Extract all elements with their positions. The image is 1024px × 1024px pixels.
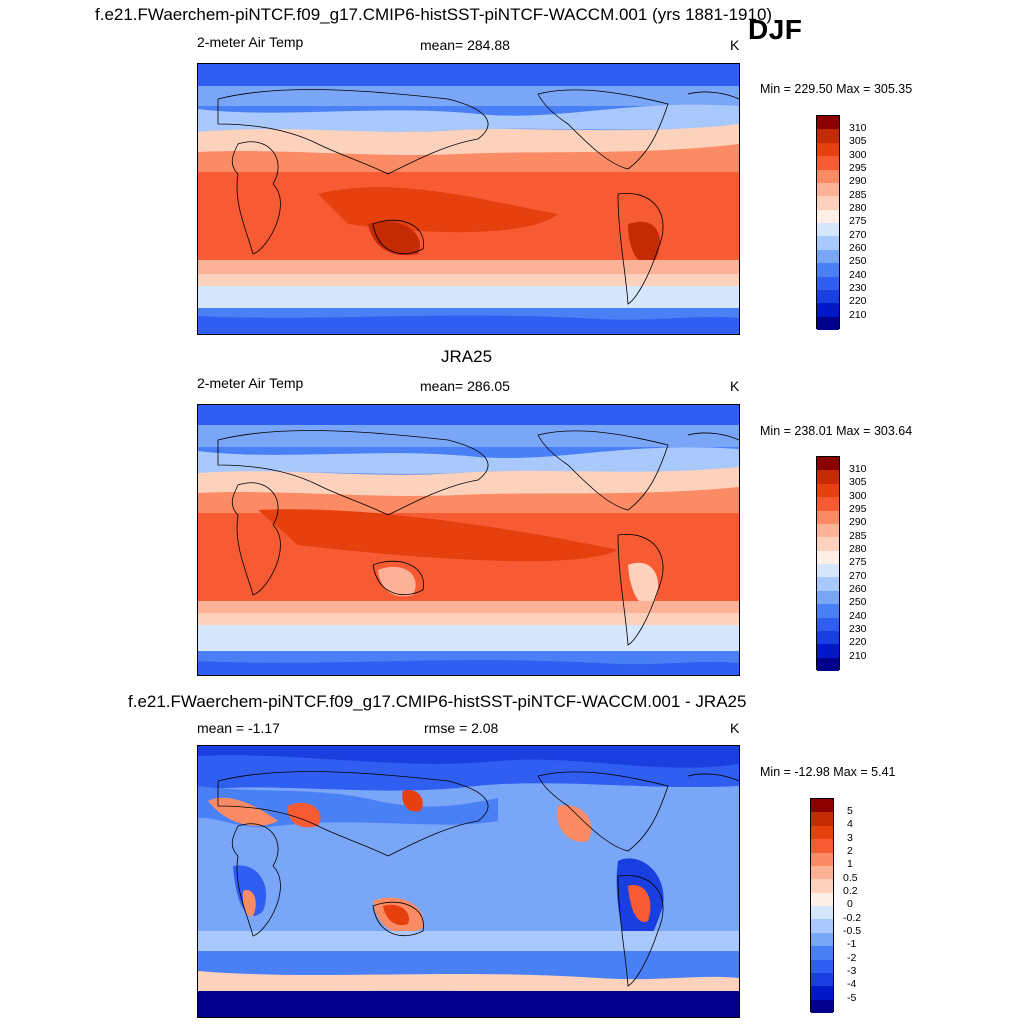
panel2-colorbar-label: 210 (849, 650, 867, 662)
panel3-colorbar-label: 4 (847, 818, 853, 830)
panel2-mean-label: mean= 286.05 (420, 378, 510, 394)
panel2-map (197, 404, 740, 676)
panel3-map-graphic (198, 746, 739, 1017)
panel3-colorbar-label: -4 (847, 978, 857, 990)
panel2-colorbar-label: 280 (849, 543, 867, 555)
panel2-colorbar-label: 295 (849, 503, 867, 515)
panel2-colorbar-label: 285 (849, 530, 867, 542)
panel3-mean-label: mean = -1.17 (197, 720, 280, 736)
panel1-colorbar-label: 300 (849, 149, 867, 161)
panel1-mean-label: mean= 284.88 (420, 37, 510, 53)
panel1-colorbar-label: 310 (849, 122, 867, 134)
panel1-map-graphic (198, 64, 739, 334)
panel1-colorbar-label: 250 (849, 255, 867, 267)
panel2-colorbar-label: 240 (849, 610, 867, 622)
panel1-colorbar-label: 305 (849, 135, 867, 147)
panel1-variable-label: 2-meter Air Temp (197, 34, 304, 50)
panel3-colorbar-label: -3 (847, 965, 857, 977)
panel2-colorbar-label: 275 (849, 556, 867, 568)
panel3-colorbar-label: -5 (847, 992, 857, 1004)
panel2-colorbar-label: 220 (849, 636, 867, 648)
panel3-colorbar-label: 0 (847, 898, 853, 910)
panel3-title: f.e21.FWaerchem-piNTCF.f09_g17.CMIP6-his… (128, 692, 747, 711)
panel2-colorbar-label: 300 (849, 490, 867, 502)
panel1-colorbar-label: 270 (849, 229, 867, 241)
panel2-variable-label: 2-meter Air Temp (197, 375, 304, 391)
panel3-colorbar-label: -0.5 (843, 925, 862, 937)
panel1-colorbar-label: 220 (849, 295, 867, 307)
panel3-colorbar-label: 2 (847, 845, 853, 857)
panel2-minmax: Min = 238.01 Max = 303.64 (760, 424, 913, 438)
panel1-colorbar-label: 240 (849, 269, 867, 281)
panel3-colorbar-label: 5 (847, 805, 853, 817)
panel1-colorbar-label: 290 (849, 175, 867, 187)
season-label: DJF (748, 14, 803, 45)
panel2-units: K (730, 378, 740, 394)
panel1-colorbar-label: 275 (849, 215, 867, 227)
panel2-colorbar-label: 310 (849, 463, 867, 475)
panel1-colorbar-label: 230 (849, 282, 867, 294)
panel1-colorbar-label: 285 (849, 189, 867, 201)
panel1-title: f.e21.FWaerchem-piNTCF.f09_g17.CMIP6-his… (95, 5, 773, 24)
panel3-colorbar-label: -0.2 (843, 912, 862, 924)
panel1-units: K (730, 37, 740, 53)
panel2-colorbar-label: 250 (849, 596, 867, 608)
panel2-colorbar-label: 230 (849, 623, 867, 635)
panel3-map (197, 745, 740, 1018)
panel3-colorbar-label: -2 (847, 952, 857, 964)
panel1-colorbar-label: 260 (849, 242, 867, 254)
panel3-units: K (730, 720, 740, 736)
panel3-colorbar-label: 3 (847, 832, 853, 844)
panel3-colorbar-label: 0.2 (843, 885, 858, 897)
panel3-rmse-label: rmse = 2.08 (424, 720, 499, 736)
panel2-colorbar-label: 305 (849, 476, 867, 488)
panel3-colorbar-label: 0.5 (843, 872, 858, 884)
panel3-colorbar-label: -1 (847, 938, 857, 950)
panel2-colorbar-label: 270 (849, 570, 867, 582)
panel2-colorbar-label: 290 (849, 516, 867, 528)
panel1-colorbar-label: 210 (849, 309, 867, 321)
panel1-colorbar-label: 280 (849, 202, 867, 214)
panel1-colorbar-label: 295 (849, 162, 867, 174)
panel2-title: JRA25 (441, 347, 493, 366)
panel1-map (197, 63, 740, 335)
panel3-colorbar-label: 1 (847, 858, 853, 870)
panel1-minmax: Min = 229.50 Max = 305.35 (760, 82, 913, 96)
panel2-map-graphic (198, 405, 739, 675)
panel2-colorbar-label: 260 (849, 583, 867, 595)
panel3-minmax: Min = -12.98 Max = 5.41 (760, 765, 896, 779)
